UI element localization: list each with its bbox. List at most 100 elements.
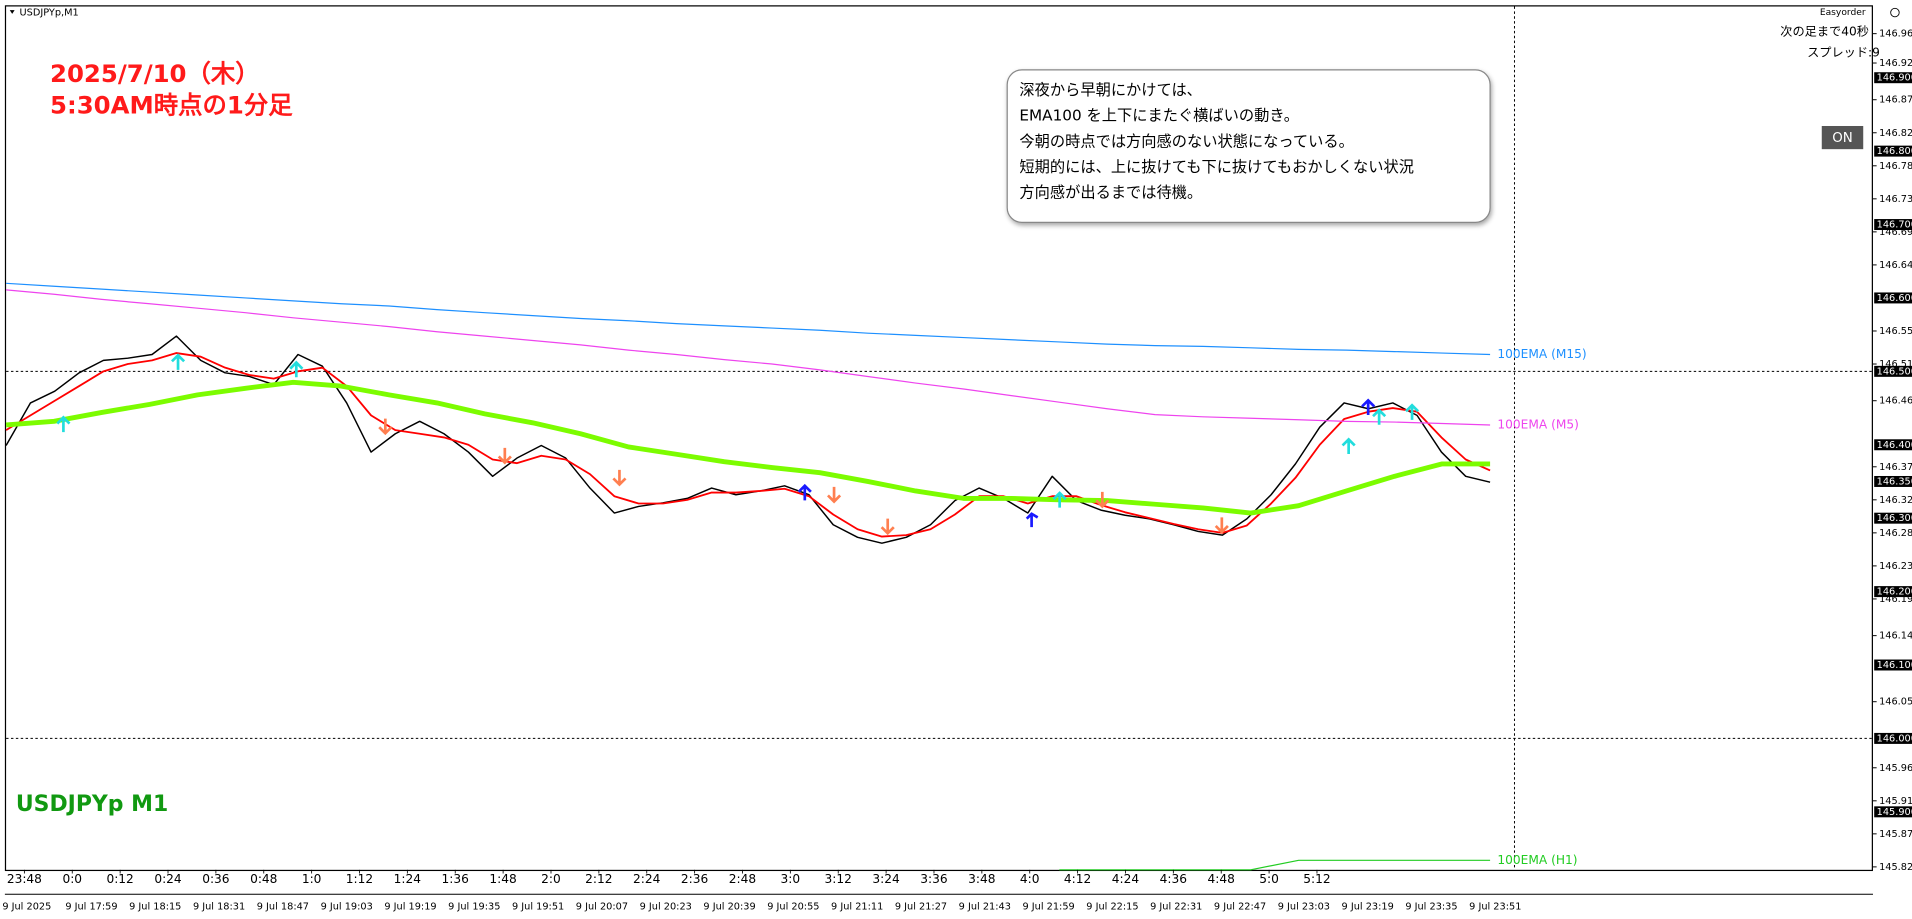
x-date-label: 9 Jul 20:07	[576, 901, 628, 912]
buy-arrow	[56, 415, 71, 433]
level-box	[1874, 732, 1912, 744]
legend-label: 100EMA (M5)	[1497, 417, 1578, 431]
level-label: 146.600	[1877, 293, 1912, 304]
y-tick-label: 146.325	[1879, 495, 1912, 506]
x-date-label: 9 Jul 19:19	[384, 901, 436, 912]
x-date-label: 9 Jul 23:51	[1469, 901, 1521, 912]
y-tick-label: 146.920	[1879, 58, 1912, 69]
x-tick-label: 0:0	[62, 872, 82, 886]
legend-label: 100EMA (M15)	[1497, 347, 1586, 361]
y-tick-label: 146.050	[1879, 697, 1912, 708]
y-tick-label: 146.870	[1879, 95, 1912, 106]
x-date-label: 9 Jul 23:03	[1278, 901, 1330, 912]
x-tick-label: 2:12	[585, 872, 612, 886]
x-tick-label: 0:48	[250, 872, 277, 886]
sell-arrow	[880, 518, 895, 536]
y-tick-label: 146.645	[1879, 260, 1912, 271]
x-tick-label: 4:36	[1160, 872, 1187, 886]
x-tick-label: 5:12	[1303, 872, 1330, 886]
legend-label: 100EMA (H1)	[1497, 853, 1577, 867]
series-line	[5, 352, 1491, 538]
y-tick-label: 146.460	[1879, 396, 1912, 407]
x-tick-label: 4:24	[1112, 872, 1140, 886]
y-tick-label: 146.235	[1879, 561, 1912, 572]
sell-arrow	[612, 469, 627, 487]
annotation-line: 短期的には、上に抜けても下に抜けてもおかしくない状況	[1019, 158, 1414, 176]
level-label: 146.350	[1877, 476, 1912, 487]
level-label: 146.100	[1877, 660, 1912, 671]
y-tick-label: 146.690	[1879, 227, 1912, 238]
x-tick-label: 0:36	[202, 872, 229, 886]
y-tick-label: 146.735	[1879, 194, 1912, 205]
x-tick-label: 2:24	[633, 872, 661, 886]
level-box	[1874, 439, 1912, 451]
x-tick-label: 1:24	[394, 872, 422, 886]
x-date-label: 9 Jul 17:59	[65, 901, 117, 912]
panel-name: Easyorder	[1820, 8, 1866, 18]
buy-arrow	[1361, 398, 1376, 415]
x-date-label: 9 Jul 19:51	[512, 901, 564, 912]
x-date-label: 9 Jul 19:03	[321, 901, 373, 912]
plot	[5, 282, 1873, 871]
x-tick-label: 0:12	[106, 872, 133, 886]
x-date-label: 9 Jul 21:43	[959, 901, 1011, 912]
sell-arrow	[497, 447, 512, 465]
y-tick-label: 146.510	[1879, 359, 1912, 370]
x-date-label: 9 Jul 22:31	[1150, 901, 1202, 912]
level-label: 146.200	[1877, 587, 1912, 598]
level-label: 146.300	[1877, 513, 1912, 524]
x-tick-label: 3:36	[920, 872, 947, 886]
y-tick-label: 146.140	[1879, 631, 1912, 642]
x-date-label: 9 Jul 21:11	[831, 901, 883, 912]
level-label: 146.700	[1877, 220, 1912, 231]
x-tick-label: 3:12	[825, 872, 852, 886]
plot-frame	[4, 5, 1873, 872]
buy-arrow	[1372, 408, 1387, 425]
level-label: 145.900	[1877, 807, 1912, 818]
level-label: 146.900	[1877, 73, 1912, 84]
annotation-line: 方向感が出るまでは待機。	[1019, 184, 1202, 202]
y-tick-label: 146.555	[1879, 326, 1912, 337]
panel-close[interactable]	[1890, 7, 1900, 18]
countdown: 次の足まで40秒	[1780, 25, 1869, 39]
spread: スプレッド:9	[1807, 45, 1880, 59]
x-date-label: 9 Jul 22:15	[1086, 901, 1138, 912]
x-date-label: 9 Jul 22:47	[1214, 901, 1266, 912]
series-line	[1059, 859, 1491, 871]
level-box	[1874, 365, 1912, 377]
x-date-label: 9 Jul 20:55	[767, 901, 819, 912]
buy-arrow	[1405, 403, 1420, 420]
level-box	[1874, 806, 1912, 818]
x-date-label: 9 Jul 20:39	[703, 901, 755, 912]
level-box	[1874, 512, 1912, 524]
x-date-label: 9 Jul 18:47	[257, 901, 309, 912]
x-tick-label: 1:0	[302, 872, 322, 886]
series-line	[5, 335, 1491, 544]
level-box	[1874, 292, 1912, 304]
x-tick-label: 4:12	[1064, 872, 1091, 886]
x-tick-label: 2:48	[729, 872, 756, 886]
annotation-box	[1006, 69, 1491, 223]
level-label: 146.400	[1877, 440, 1912, 451]
x-tick-label: 0:24	[154, 872, 182, 886]
x-date-label: 9 Jul 21:27	[895, 901, 947, 912]
level-box	[1874, 219, 1912, 231]
level-label: 146.000	[1877, 733, 1912, 744]
annotation-line: 深夜から早朝にかけては、	[1019, 81, 1202, 99]
annotation-line: EMA100 を上下にまたぐ横ばいの動き。	[1019, 107, 1299, 125]
x-tick-label: 2:0	[541, 872, 561, 886]
title-line: 2025/7/10（木）	[50, 59, 260, 88]
on-button-label: ON	[1832, 131, 1853, 146]
x-tick-label: 1:12	[346, 872, 373, 886]
level-label: 146.500	[1877, 366, 1912, 377]
on-button[interactable]	[1821, 125, 1864, 150]
y-tick-label: 145.825	[1879, 862, 1912, 873]
signal-arrows	[56, 353, 1420, 536]
x-date-label: 9 Jul 18:15	[129, 901, 181, 912]
buy-arrow	[289, 360, 304, 378]
level-box	[1874, 72, 1912, 84]
x-date-label: 9 Jul 20:23	[640, 901, 692, 912]
series-line	[5, 379, 1491, 516]
